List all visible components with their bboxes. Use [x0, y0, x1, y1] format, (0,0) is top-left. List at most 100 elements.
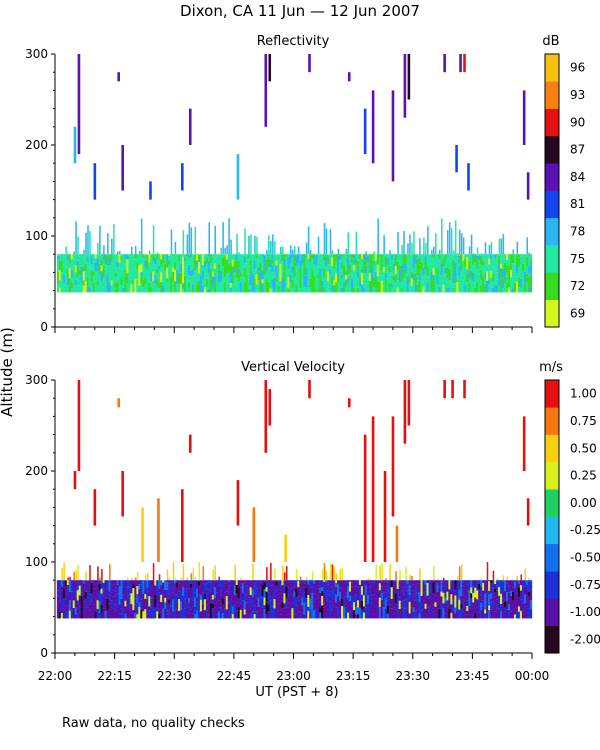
reflectivity-echo-column [149, 181, 152, 200]
velocity-echo-column [188, 434, 192, 453]
colorbar-tick-label: 75 [570, 252, 585, 266]
y-tick-label: 200 [25, 464, 48, 478]
reflectivity-echo-column [371, 90, 375, 164]
x-tick-label: 23:15 [336, 669, 371, 683]
colorbar-segment [545, 571, 559, 599]
velocity-echo-column [463, 380, 466, 399]
velocity-echo-column [451, 380, 454, 399]
velocity-echo-column [308, 380, 311, 399]
x-tick-label: 22:15 [97, 669, 132, 683]
colorbar-tick-label: 69 [570, 306, 585, 320]
reflectivity-echo-column [117, 72, 120, 82]
x-tick-label: 22:00 [38, 669, 73, 683]
velocity-echo-column [141, 507, 144, 562]
colorbar-tick-label: 0.00 [570, 496, 597, 510]
y-tick-label: 200 [25, 138, 48, 152]
y-tick-label: 300 [25, 373, 48, 387]
reflectivity-colorbar-unit: dB [542, 34, 559, 49]
velocity-echo-column [73, 471, 77, 490]
velocity-echo-column [157, 498, 160, 562]
colorbar-segment [545, 625, 559, 654]
vertical-velocity-colorbar-unit: m/s [539, 360, 563, 375]
colorbar-tick-label: 1.00 [570, 387, 597, 401]
velocity-echo-column [347, 398, 351, 408]
velocity-echo-column [77, 380, 81, 471]
colorbar-tick-label: 87 [570, 143, 585, 157]
y-tick-label: 300 [25, 47, 48, 61]
x-tick-label: 23:30 [395, 669, 430, 683]
reflectivity-echo-column [308, 54, 311, 73]
velocity-echo-column [395, 525, 399, 562]
reflectivity-echo-column [463, 54, 466, 73]
reflectivity-panel: Reflectivity 0 100 200 300 dB 69 72 75 78 81 84 8… [25, 34, 585, 334]
velocity-echo-column [522, 416, 526, 471]
colorbar-tick-label: 0.75 [570, 414, 597, 428]
colorbar-segment [545, 489, 559, 517]
reflectivity-echo-column [407, 54, 411, 100]
velocity-echo-column [181, 489, 184, 562]
reflectivity-echo-column [455, 145, 458, 173]
y-tick-label: 100 [25, 229, 48, 243]
colorbar-segment [545, 135, 559, 164]
reflectivity-plot-area [56, 54, 533, 293]
reflectivity-echo-column [459, 54, 462, 73]
reflectivity-echo-column [264, 54, 268, 127]
velocity-echo-column [363, 434, 367, 562]
velocity-echo-column [268, 389, 272, 426]
colorbar-tick-label: 0.50 [570, 441, 597, 455]
colorbar-tick-label: 72 [570, 279, 585, 293]
y-tick-label: 0 [40, 646, 48, 660]
colorbar-segment [545, 461, 559, 490]
velocity-echo-column [121, 471, 124, 517]
colorbar-tick-label: -0.75 [570, 578, 600, 592]
reflectivity-echo-column [391, 90, 395, 182]
reflectivity-echo-column [522, 90, 526, 145]
velocity-echo-column [236, 480, 240, 526]
shared-y-axis-label: Altitude (m) [0, 327, 16, 417]
reflectivity-echo-column [93, 163, 97, 200]
reflectivity-echo-column [121, 145, 124, 191]
colorbar-tick-label: 90 [570, 115, 585, 129]
colorbar-segment [545, 434, 559, 463]
colorbar-segment [545, 217, 559, 246]
velocity-echo-column [264, 380, 268, 453]
reflectivity-echo-column [236, 154, 240, 200]
colorbar-segment [545, 543, 559, 572]
colorbar-tick-label: -0.25 [570, 523, 600, 537]
colorbar-segment [545, 108, 559, 137]
x-tick-label: 22:45 [217, 669, 252, 683]
colorbar-frame [544, 379, 560, 654]
velocity-echo-column [443, 380, 446, 399]
velocity-echo-column [117, 398, 120, 408]
colorbar-segment [545, 598, 559, 626]
vertical-velocity-plot-area [56, 380, 533, 619]
y-tick-label: 100 [25, 555, 48, 569]
x-tick-label: 00:00 [515, 669, 550, 683]
colorbar-segment [545, 407, 559, 435]
colorbar-tick-label: 78 [570, 224, 585, 238]
colorbar-tick-label: 0.25 [570, 469, 597, 483]
x-axis-label: UT (PST + 8) [255, 685, 338, 700]
reflectivity-echo-column [77, 54, 81, 155]
velocity-echo-column [93, 489, 97, 526]
velocity-echo-column [526, 498, 530, 526]
x-tick-label: 23:00 [276, 669, 311, 683]
footnote: Raw data, no quality checks [62, 716, 245, 731]
velocity-echo-column [407, 380, 411, 426]
reflectivity-echo-column [73, 126, 77, 164]
reflectivity-echo-column [526, 172, 530, 200]
reflectivity-echo-column [347, 72, 351, 82]
vertical-velocity-panel: Vertical Velocity 0 100 200 300 22:00 22:15 22… [25, 360, 600, 683]
velocity-echo-column [403, 380, 407, 444]
y-tick-label: 0 [40, 320, 48, 334]
velocity-echo-column [252, 507, 256, 562]
colorbar-segment [545, 299, 559, 328]
reflectivity-echo-column [181, 163, 184, 191]
figure-title: Dixon, CA 11 Jun — 12 Jun 2007 [180, 2, 420, 20]
colorbar-tick-label: -1.00 [570, 605, 600, 619]
colorbar-tick-label: 84 [570, 170, 585, 184]
reflectivity-echo-column [188, 108, 192, 145]
reflectivity-echo-column [268, 54, 272, 82]
reflectivity-echo-column [403, 54, 407, 118]
